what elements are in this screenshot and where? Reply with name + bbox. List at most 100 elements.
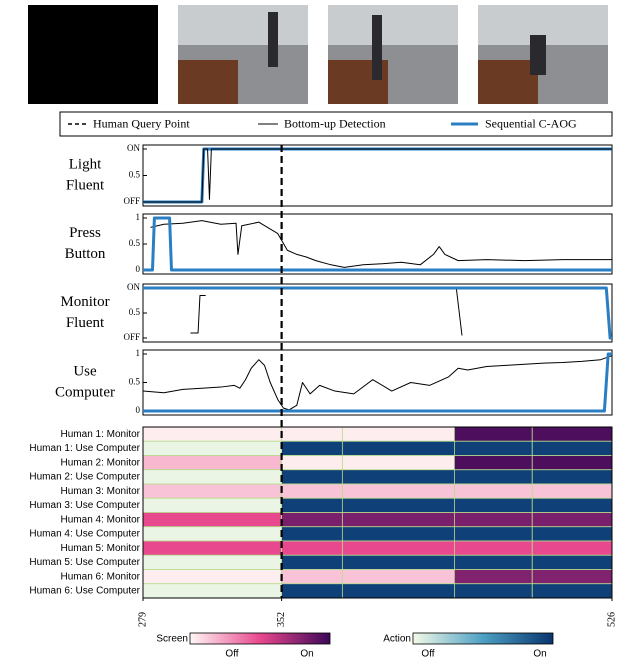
- legend-box: [59, 111, 613, 137]
- series-line: [143, 148, 612, 203]
- y-tick-label: 0.5: [129, 170, 141, 180]
- y-tick-label: 1: [136, 212, 141, 222]
- row-label: Human 3: Monitor: [61, 486, 141, 497]
- series-line: [142, 355, 613, 411]
- panel-title: Use: [73, 363, 97, 379]
- heatmap-cell: [281, 469, 343, 485]
- row-label: Human 3: Use Computer: [29, 500, 140, 511]
- panel-title: Press: [69, 225, 101, 241]
- series-line: [143, 286, 612, 340]
- heatmap-cell: [531, 540, 613, 556]
- heatmap-cell: [531, 469, 613, 485]
- heatmap-cell: [341, 554, 455, 570]
- heatmap-cell: [142, 526, 283, 542]
- y-tick-label: OFF: [123, 196, 140, 206]
- heatmap-cell: [531, 583, 613, 599]
- heatmap-cell: [454, 497, 533, 513]
- colorbar: [189, 632, 331, 645]
- row-label: Human 4: Use Computer: [29, 529, 140, 540]
- panel-title: Light: [69, 156, 102, 172]
- panel-frame: [142, 283, 613, 343]
- heatmap-cell: [142, 512, 283, 528]
- heatmap-cell: [454, 540, 533, 556]
- video-frame: [328, 5, 458, 104]
- heatmap-cell: [341, 526, 455, 542]
- colorbar-label: Action: [383, 634, 411, 645]
- heatmap-cell: [454, 440, 533, 456]
- heatmap-cell: [281, 540, 343, 556]
- video-frame: [478, 5, 608, 104]
- heatmap-cell: [341, 469, 455, 485]
- heatmap-cell: [142, 455, 283, 471]
- y-tick-label: ON: [127, 282, 140, 292]
- heatmap-cell: [454, 583, 533, 599]
- heatmap-cell: [531, 426, 613, 442]
- y-tick-label: 1: [136, 348, 141, 358]
- y-tick-label: 0.5: [129, 377, 141, 387]
- series-line: [143, 216, 612, 272]
- heatmap-cell: [281, 440, 343, 456]
- heatmap-cell: [341, 483, 455, 499]
- heatmap-cell: [454, 483, 533, 499]
- heatmap-cell: [531, 497, 613, 513]
- heatmap-cell: [142, 440, 283, 456]
- heatmap-cell: [341, 540, 455, 556]
- heatmap-cell: [142, 469, 283, 485]
- heatmap-cell: [531, 526, 613, 542]
- plot-area: Human Query Point Bottom-up Detection Sequ…: [29, 116, 617, 659]
- colorbar-low: Off: [421, 649, 434, 660]
- heatmap-cell: [531, 569, 613, 585]
- panel-title: Fluent: [66, 177, 105, 193]
- heatmap-cell: [341, 426, 455, 442]
- colorbar-low: Off: [225, 649, 238, 660]
- heatmap-cell: [281, 426, 343, 442]
- row-label: Human 2: Monitor: [61, 457, 141, 468]
- row-label: Human 5: Monitor: [61, 543, 141, 554]
- legend-label: Human Query Point: [93, 116, 190, 130]
- row-label: Human 2: Use Computer: [29, 472, 140, 483]
- row-label: Human 6: Use Computer: [29, 586, 140, 597]
- x-tick-label: 279: [137, 612, 148, 627]
- colorbar-high: On: [300, 649, 313, 660]
- heatmap-cell: [454, 554, 533, 570]
- heatmap-cell: [281, 526, 343, 542]
- heatmap-cell: [531, 440, 613, 456]
- heatmap-cell: [341, 569, 455, 585]
- heatmap-frame: [142, 426, 613, 599]
- y-tick-label: 0.5: [129, 307, 141, 317]
- colorbar-label: Screen: [156, 634, 188, 645]
- heatmap-cell: [142, 583, 283, 599]
- row-label: Human 5: Use Computer: [29, 557, 140, 568]
- heatmap-cell: [341, 440, 455, 456]
- heatmap-cell: [454, 512, 533, 528]
- heatmap-cell: [142, 483, 283, 499]
- heatmap-cell: [341, 455, 455, 471]
- heatmap-cell: [531, 512, 613, 528]
- heatmap-cell: [281, 583, 343, 599]
- x-tick-label: 526: [606, 612, 617, 627]
- heatmap-cell: [281, 569, 343, 585]
- panel-title: Button: [65, 246, 106, 262]
- heatmap-cell: [341, 512, 455, 528]
- y-tick-label: 0: [136, 405, 141, 415]
- panel-title: Computer: [55, 384, 115, 400]
- heatmap-cell: [142, 426, 283, 442]
- heatmap-cell: [142, 569, 283, 585]
- series-line: [190, 287, 463, 336]
- heatmap-cell: [142, 540, 283, 556]
- x-tick-label: 352: [276, 612, 287, 627]
- heatmap-cell: [454, 526, 533, 542]
- heatmap-cell: [142, 497, 283, 513]
- row-label: Human 4: Monitor: [61, 514, 141, 525]
- heatmap-cell: [281, 455, 343, 471]
- legend-label: Sequential C-AOG: [485, 116, 577, 130]
- colorbar: [412, 632, 554, 645]
- panel-title: Fluent: [66, 315, 105, 331]
- video-frame: [28, 5, 158, 104]
- heatmap-cell: [281, 512, 343, 528]
- row-label: Human 6: Monitor: [61, 571, 141, 582]
- heatmap-cell: [341, 497, 455, 513]
- colorbar-high: On: [533, 649, 546, 660]
- heatmap-cell: [454, 569, 533, 585]
